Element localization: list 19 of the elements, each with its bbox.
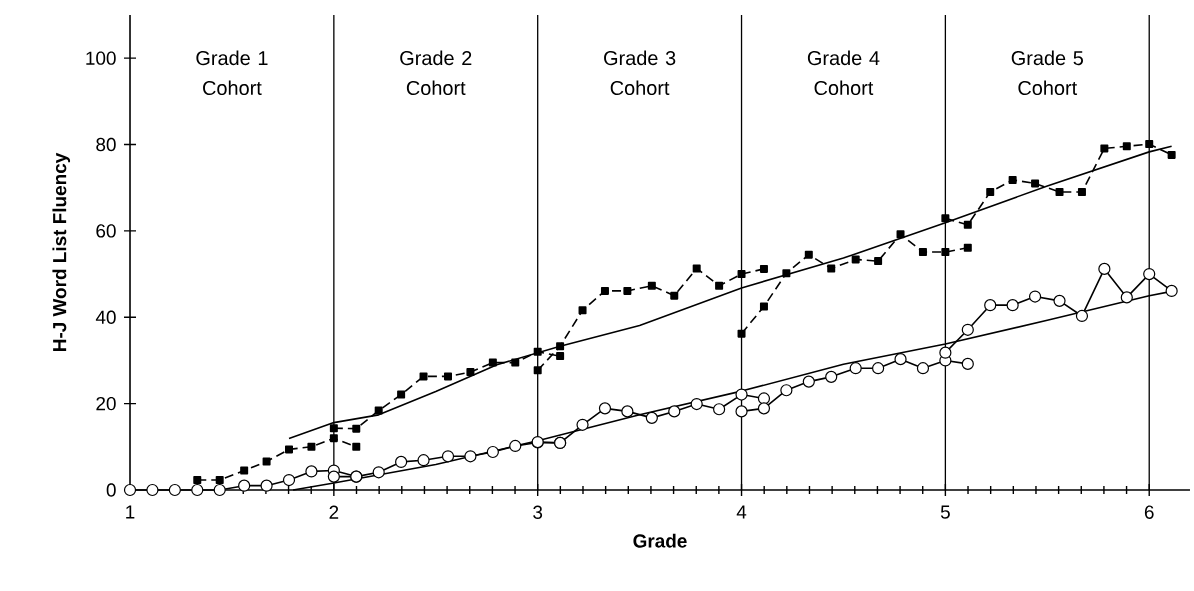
x-tick-label: 2	[329, 505, 339, 519]
y-tick-label: 80	[96, 137, 116, 152]
y-tick-label: 100	[86, 51, 116, 65]
annotation: Grade 3 Cohort	[604, 50, 676, 96]
y-tick-label: 60	[96, 224, 116, 238]
x-axis-title: Grade	[633, 533, 687, 548]
y-tick-label: 20	[96, 396, 116, 411]
y-tick-label: 0	[106, 483, 116, 497]
y-axis-title: H-J Word List Fluency	[52, 152, 71, 351]
x-tick-label: 6	[1144, 505, 1154, 519]
x-tick-label: 3	[533, 505, 543, 519]
annotation: Grade 2 Cohort	[400, 50, 472, 96]
x-tick-label: 4	[736, 505, 747, 519]
annotation: Grade 5 Cohort	[1011, 50, 1083, 96]
annotation: Grade 1 Cohort	[196, 50, 268, 96]
x-tick-label: 1	[126, 505, 135, 519]
y-tick-label: 40	[95, 310, 116, 324]
x-tick-label: 5	[940, 505, 950, 519]
annotation: Grade 4 Cohort	[807, 50, 880, 96]
